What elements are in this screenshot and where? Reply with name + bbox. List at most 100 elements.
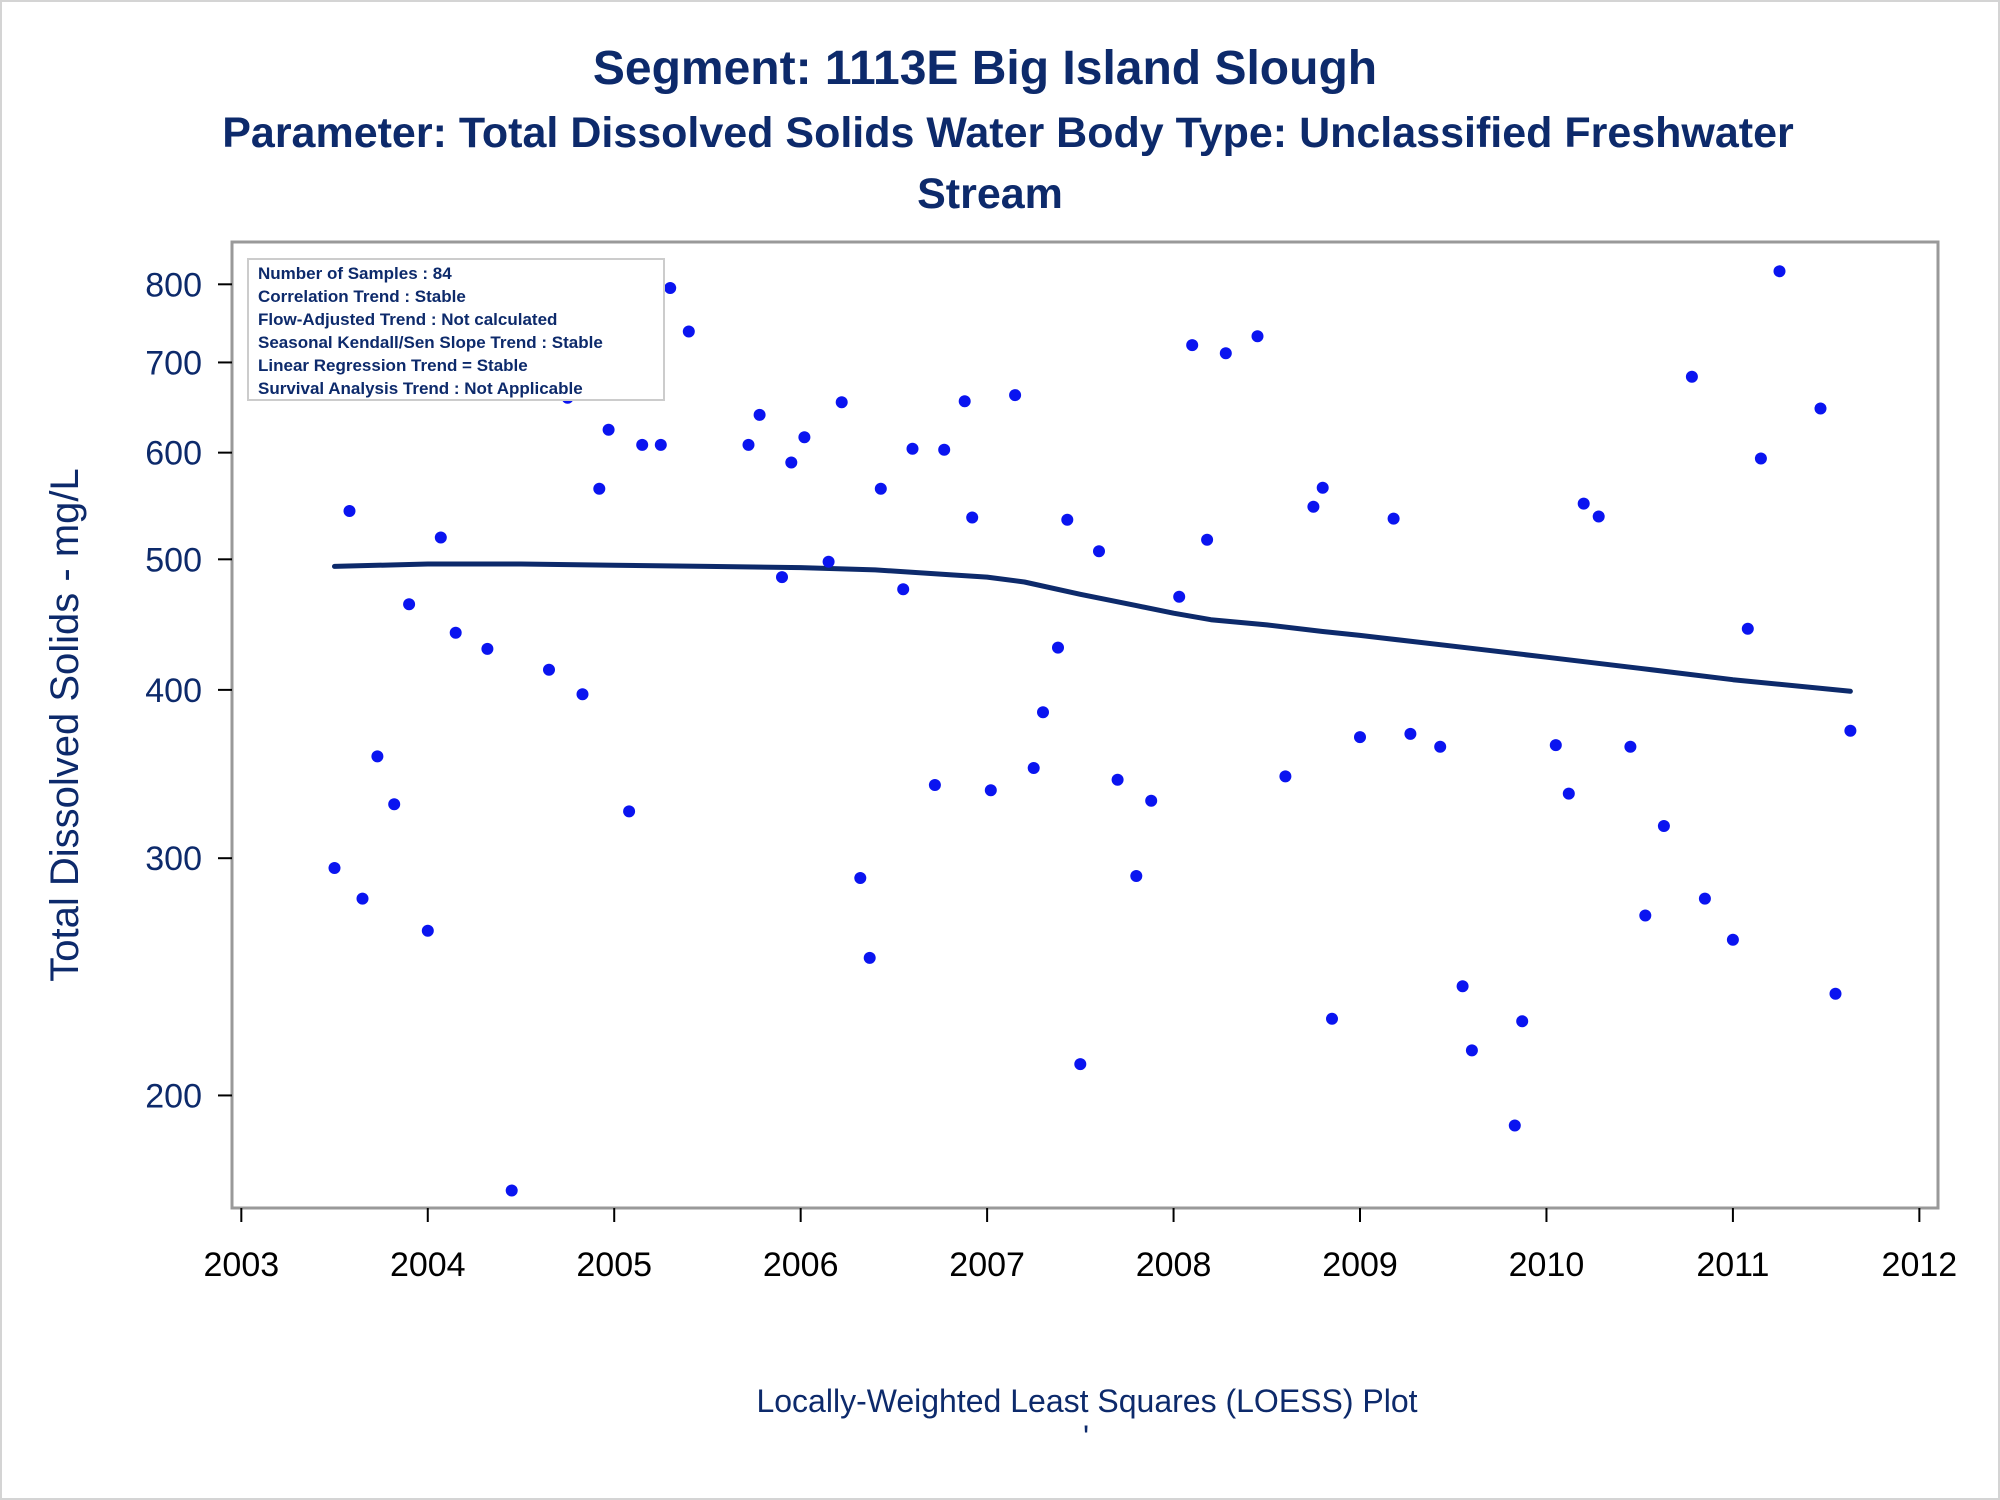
data-point-43 [1027,762,1040,774]
footer-mark: ' [1083,1419,1089,1455]
data-point-38 [938,443,951,456]
x-tick-label-2007: 2007 [949,1246,1025,1284]
chart-subtitle-continued: Stream [917,170,1063,218]
y-tick-label-500: 500 [145,541,202,579]
data-point-50 [1130,870,1143,882]
x-axis: 2003 2004 2005 2006 2007 2008 2009 2010 2011 2012 [204,1206,1958,1284]
data-point-26 [753,408,766,421]
data-point-5 [388,798,401,811]
data-point-60 [1326,1012,1338,1025]
data-point-45 [1052,641,1064,654]
x-tick-label-2011: 2011 [1696,1246,1769,1284]
data-point-67 [1508,1119,1521,1132]
data-point-74 [1639,909,1652,922]
data-point-8 [434,531,447,544]
data-point-59 [1316,481,1329,494]
data-point-37 [928,779,941,791]
plot-caption: Locally-Weighted Least Squares (LOESS) P… [756,1383,1417,1419]
y-tick-label-200: 200 [145,1077,202,1115]
data-point-63 [1404,727,1417,740]
stats-line-flow-adjusted: Flow-Adjusted Trend : Not calculated [258,310,557,329]
x-tick-label-2005: 2005 [576,1246,652,1284]
data-point-30 [822,555,835,568]
data-point-2 [343,505,356,517]
data-point-69 [1549,739,1562,752]
data-point-83 [1829,987,1842,1000]
data-point-71 [1577,497,1590,510]
data-point-42 [1009,389,1022,402]
loess-series [332,561,1853,694]
x-tick-label-2003: 2003 [204,1246,280,1284]
data-point-25 [742,438,755,451]
data-point-72 [1592,510,1605,523]
loess-line [332,561,1853,694]
scatter-series [328,265,1857,1197]
data-point-21 [636,438,649,451]
data-point-3 [356,892,369,905]
y-tick-label-800: 800 [145,266,202,304]
y-tick-label-400: 400 [145,672,202,710]
data-point-23 [664,282,677,294]
data-point-51 [1145,794,1158,807]
data-point-32 [854,872,867,884]
data-point-70 [1562,787,1575,800]
chart-subtitle: Parameter: Total Dissolved Solids Water … [222,109,1794,157]
data-point-78 [1726,933,1739,946]
data-point-13 [505,1184,518,1197]
x-tick-label-2012: 2012 [1882,1246,1958,1284]
data-point-66 [1465,1044,1478,1057]
stats-line-linear-regression: Linear Regression Trend = Stable [258,356,528,375]
data-point-24 [682,325,695,338]
data-point-79 [1741,622,1754,635]
data-point-39 [958,395,971,408]
data-point-6 [403,598,416,611]
data-point-44 [1037,706,1049,719]
stats-line-correlation: Correlation Trend : Stable [258,287,466,306]
data-point-62 [1387,512,1400,525]
data-point-47 [1074,1058,1087,1071]
data-point-54 [1201,533,1214,546]
chart-title: Segment: 1113E Big Island Slough [593,42,1377,95]
data-point-80 [1754,452,1767,465]
data-point-7 [421,924,434,937]
data-point-22 [654,438,667,451]
data-point-58 [1307,500,1320,513]
data-point-52 [1173,590,1186,603]
data-point-75 [1657,820,1670,832]
data-point-4 [371,750,384,763]
data-point-57 [1279,770,1292,783]
data-point-81 [1773,265,1786,278]
x-tick-label-2008: 2008 [1136,1246,1212,1284]
y-tick-label-600: 600 [145,435,202,473]
stats-line-survival: Survival Analysis Trend : Not Applicable [258,379,583,398]
data-point-36 [906,442,919,455]
y-axis-label: Total Dissolved Solids - mg/L [43,468,87,982]
data-point-84 [1844,724,1857,737]
data-point-73 [1624,740,1637,753]
data-point-27 [776,571,788,584]
y-tick-label-700: 700 [145,344,202,382]
data-point-31 [835,396,848,409]
data-point-53 [1186,339,1199,352]
data-point-17 [576,688,589,701]
x-tick-label-2006: 2006 [763,1246,839,1284]
data-point-34 [874,482,887,495]
data-point-35 [897,583,910,596]
x-tick-label-2004: 2004 [390,1246,466,1284]
stats-line-samples: Number of Samples : 84 [258,264,452,283]
data-point-19 [602,423,615,436]
data-point-55 [1219,347,1232,360]
data-point-65 [1456,980,1469,993]
data-point-46 [1061,513,1074,526]
data-point-18 [593,482,606,495]
data-point-11 [481,642,494,655]
data-point-64 [1434,740,1447,753]
data-point-49 [1111,773,1124,786]
data-point-48 [1093,545,1105,558]
x-tick-label-2009: 2009 [1322,1246,1398,1284]
data-point-61 [1354,731,1366,744]
data-point-40 [966,511,979,524]
data-point-76 [1685,370,1698,383]
